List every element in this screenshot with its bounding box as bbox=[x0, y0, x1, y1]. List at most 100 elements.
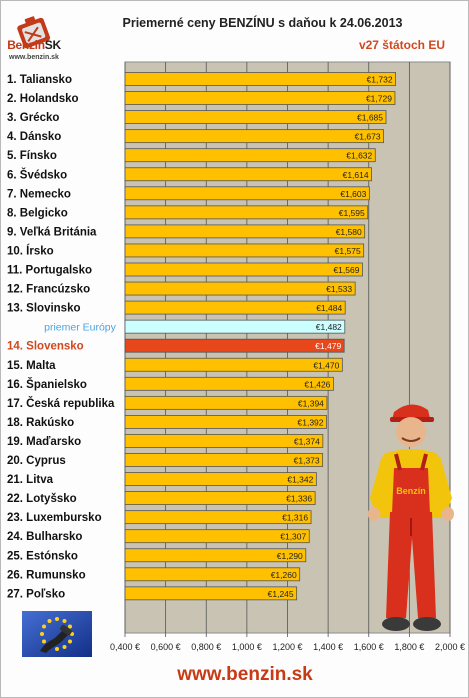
x-tick-label: 1,600 € bbox=[354, 642, 384, 652]
data-label: €1,290 bbox=[277, 551, 303, 561]
bar bbox=[124, 243, 365, 258]
data-label: €1,685 bbox=[357, 113, 383, 123]
data-label: €1,336 bbox=[286, 494, 312, 504]
bar bbox=[124, 491, 316, 506]
category-label: 10. Írsko bbox=[7, 244, 54, 257]
bar bbox=[124, 110, 387, 124]
bar bbox=[124, 414, 327, 429]
x-tick-label: 0,800 € bbox=[191, 642, 221, 652]
bar bbox=[124, 586, 298, 601]
bar bbox=[124, 376, 334, 391]
logo-url: www.benzin.sk bbox=[9, 54, 59, 61]
mechanic-mascot-icon: Benzín bbox=[368, 404, 454, 631]
bar bbox=[124, 205, 369, 220]
category-label: 7. Nemecko bbox=[7, 188, 71, 200]
category-label: 18. Rakúsko bbox=[7, 417, 74, 429]
bar bbox=[124, 224, 366, 239]
data-label: €1,260 bbox=[271, 570, 297, 580]
bar bbox=[124, 129, 384, 144]
data-label: €1,316 bbox=[282, 513, 308, 523]
category-label: 14. Slovensko bbox=[7, 341, 84, 353]
data-label: €1,373 bbox=[294, 456, 320, 466]
category-label: 27. Poľsko bbox=[7, 588, 65, 600]
benzin-logo-icon bbox=[17, 16, 51, 49]
bar bbox=[124, 510, 312, 525]
data-label: €1,569 bbox=[333, 265, 359, 275]
x-tick-label: 2,000 € bbox=[435, 642, 465, 652]
data-label: €1,614 bbox=[343, 170, 369, 180]
category-label: 25. Estónsko bbox=[7, 550, 78, 562]
data-label: €1,392 bbox=[298, 417, 324, 427]
data-label: €1,732 bbox=[367, 75, 393, 85]
bar bbox=[124, 395, 328, 410]
category-label: 1. Taliansko bbox=[7, 74, 72, 86]
category-label: 3. Grécko bbox=[7, 112, 59, 124]
bar bbox=[124, 434, 324, 448]
bar bbox=[124, 262, 363, 277]
data-label: €1,673 bbox=[355, 132, 381, 142]
category-label: 22. Lotyšsko bbox=[7, 493, 77, 505]
x-tick-label: 1,400 € bbox=[313, 642, 343, 652]
data-label: €1,580 bbox=[336, 227, 362, 237]
data-label: €1,484 bbox=[316, 303, 342, 313]
bar bbox=[124, 319, 346, 334]
bar bbox=[124, 567, 301, 582]
category-label: 9. Veľká Británia bbox=[7, 226, 97, 238]
category-label: 24. Bulharsko bbox=[7, 531, 82, 543]
data-label: €1,575 bbox=[335, 246, 361, 256]
bar bbox=[124, 472, 317, 486]
x-tick-label: 1,200 € bbox=[272, 642, 302, 652]
category-label: 2. Holandsko bbox=[7, 93, 79, 105]
category-label: 13. Slovinsko bbox=[7, 303, 81, 315]
data-label: €1,603 bbox=[340, 189, 366, 199]
bar bbox=[124, 281, 356, 296]
data-label: €1,470 bbox=[313, 360, 339, 370]
x-tick-label: 0,600 € bbox=[151, 642, 181, 652]
bar bbox=[124, 300, 346, 315]
category-label: 15. Malta bbox=[7, 360, 56, 372]
data-label: €1,342 bbox=[287, 475, 313, 485]
category-label: 26. Rumunsko bbox=[7, 569, 86, 581]
mascot-badge: Benzín bbox=[396, 486, 426, 496]
bar bbox=[124, 91, 396, 105]
bar bbox=[124, 453, 324, 467]
eu-flag-icon bbox=[22, 611, 92, 657]
bar bbox=[124, 167, 372, 182]
category-label: 19. Maďarsko bbox=[7, 436, 81, 448]
x-tick-label: 1,800 € bbox=[394, 642, 424, 652]
chart-title: Priemerné ceny BENZÍNU s daňou k 24.06.2… bbox=[122, 16, 403, 30]
bar bbox=[124, 186, 370, 201]
bar bbox=[124, 148, 376, 163]
category-label: 12. Francúzsko bbox=[7, 284, 90, 296]
bar bbox=[124, 529, 310, 544]
category-label: 23. Luxembursko bbox=[7, 512, 102, 524]
category-label: 20. Cyprus bbox=[7, 455, 66, 467]
category-label: 11. Portugalsko bbox=[7, 265, 92, 277]
data-label: €1,394 bbox=[298, 398, 324, 408]
data-label: €1,595 bbox=[339, 208, 365, 218]
category-label: 21. Litva bbox=[7, 474, 54, 486]
data-label: €1,632 bbox=[346, 151, 372, 161]
data-label: €1,729 bbox=[366, 94, 392, 104]
category-label: 17. Česká republika bbox=[7, 397, 115, 410]
footer-url: www.benzin.sk bbox=[177, 664, 313, 685]
x-tick-label: 0,400 € bbox=[110, 642, 140, 652]
category-label: 16. Španielsko bbox=[7, 378, 87, 391]
data-label: €1,307 bbox=[280, 532, 306, 542]
data-label: €1,482 bbox=[316, 322, 342, 332]
data-label: €1,426 bbox=[304, 379, 330, 389]
category-label: 6. Švédsko bbox=[7, 168, 67, 181]
category-label: 4. Dánsko bbox=[7, 131, 61, 143]
logo-brand: BenzinSK bbox=[7, 38, 61, 52]
data-label: €1,245 bbox=[268, 589, 294, 599]
category-label: 5. Fínsko bbox=[7, 150, 57, 162]
bar bbox=[124, 548, 307, 563]
data-label: €1,479 bbox=[315, 341, 341, 351]
chart-subtitle: v27 štátoch EU bbox=[358, 38, 445, 52]
data-label: €1,533 bbox=[326, 284, 352, 294]
bar bbox=[124, 357, 343, 372]
category-label: priemer Európy bbox=[44, 322, 117, 334]
category-label: 8. Belgicko bbox=[7, 207, 68, 219]
x-tick-label: 1,000 € bbox=[232, 642, 262, 652]
